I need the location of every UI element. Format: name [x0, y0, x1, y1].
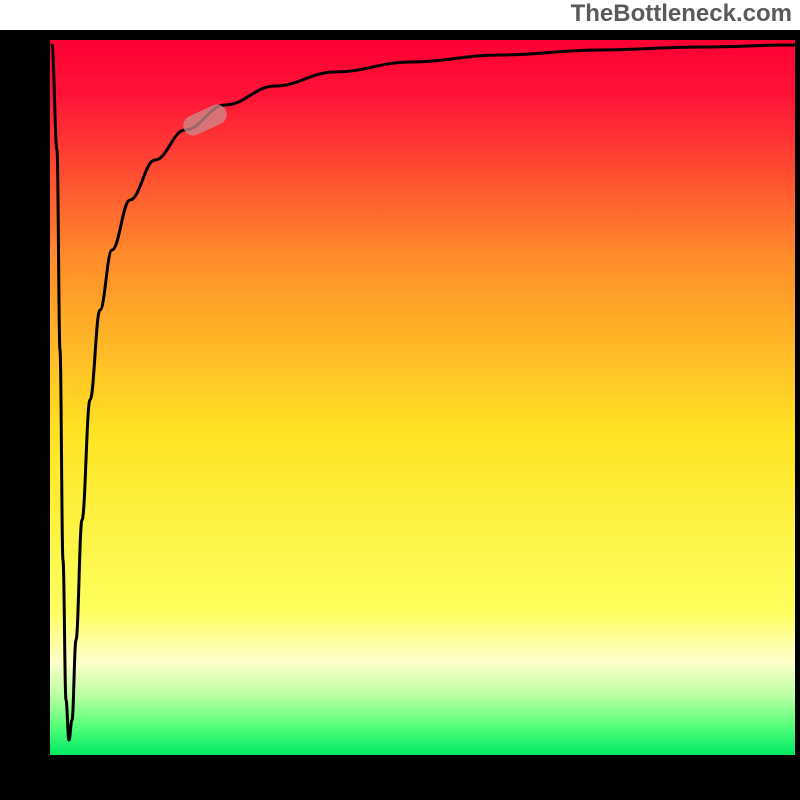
bottleneck-chart: TheBottleneck.com — [0, 0, 800, 800]
plot-gradient-area — [50, 40, 795, 755]
chart-canvas — [0, 0, 800, 800]
watermark-strip — [0, 0, 800, 30]
